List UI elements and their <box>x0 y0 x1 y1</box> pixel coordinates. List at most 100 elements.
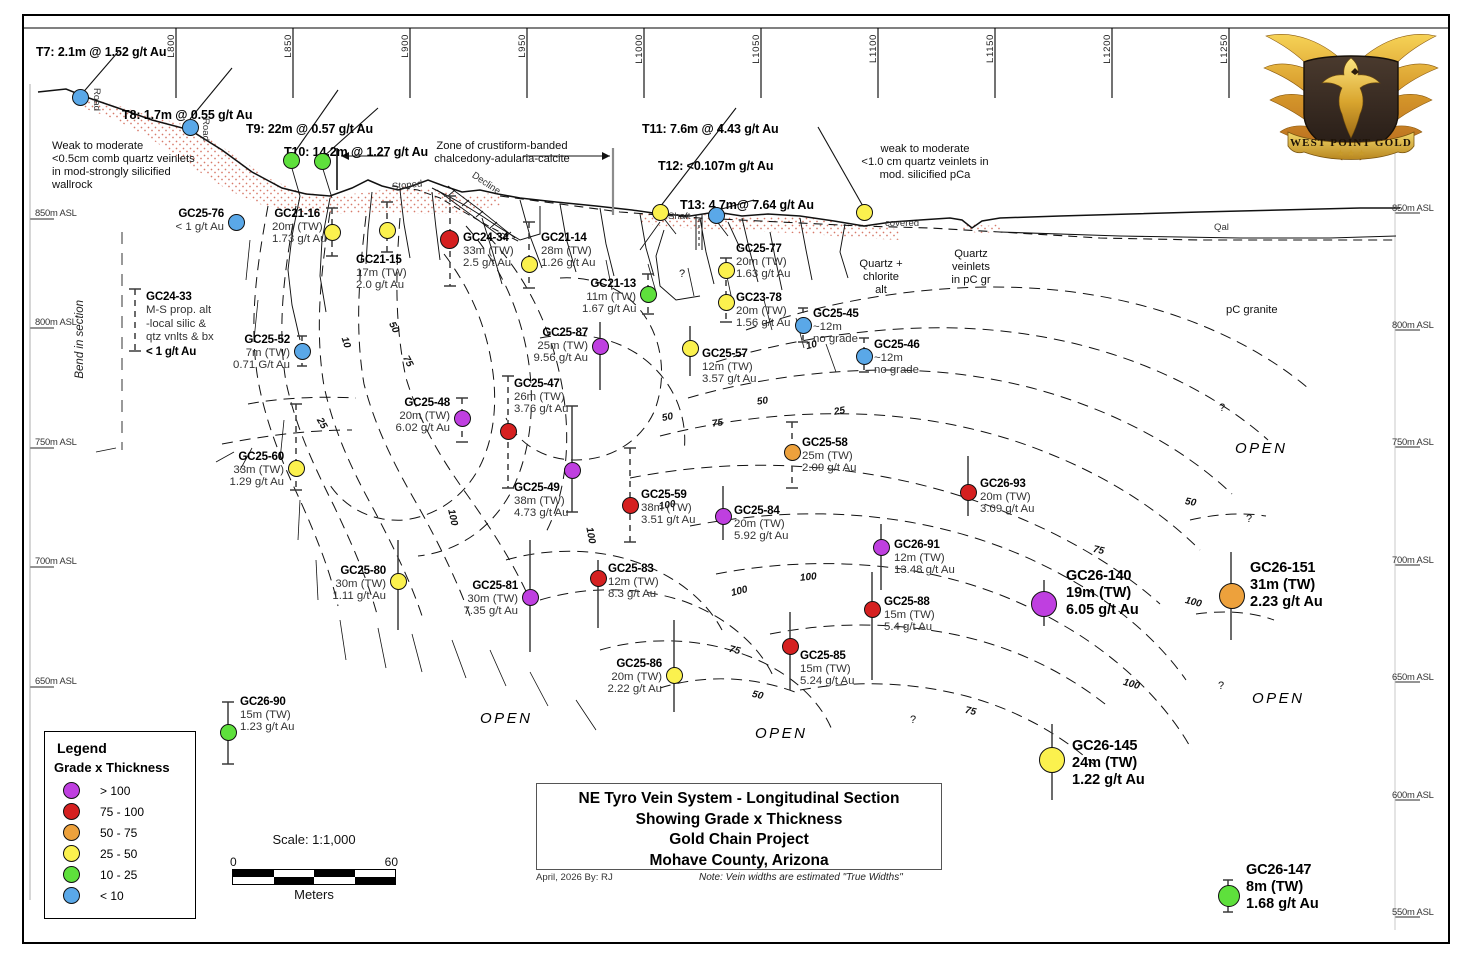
hole-name: GC25-57 <box>702 347 748 360</box>
legend-swatch-10-25 <box>63 866 80 883</box>
hole-label-gc21-15: GC21-15 17m (TW) 2.0 g/t Au <box>356 253 428 292</box>
legend-row-75-100[interactable]: 75 - 100 <box>63 801 195 822</box>
contour-query-2: ? <box>1246 513 1253 525</box>
hole-marker-gc25-84[interactable] <box>715 508 732 525</box>
scale-ratio-label: Scale: 1:1,000 <box>272 832 356 847</box>
annotation-pca-veinlets: weak to moderate <1.0 cm quartz veinlets… <box>861 143 989 181</box>
hole-marker-gc21-16[interactable] <box>324 224 341 241</box>
legend-label-75-100: 75 - 100 <box>100 804 145 819</box>
hole-label-gc26-90: GC26-90 15m (TW) 1.23 g/t Au <box>240 695 318 734</box>
legend-row-50-75[interactable]: 50 - 75 <box>63 822 195 843</box>
hole-marker-gc25-88[interactable] <box>864 601 881 618</box>
hole-marker-gc26-91[interactable] <box>873 539 890 556</box>
hole-marker-gc26-93[interactable] <box>960 484 977 501</box>
hole-marker-gc25-49[interactable] <box>564 462 581 479</box>
contour-label-100d: 100 <box>799 571 818 584</box>
legend-swatch-gt100 <box>63 782 80 799</box>
hole-marker-gc25-87[interactable] <box>592 338 609 355</box>
hole-label-gc26-91: GC26-91 12m (TW) 13.48 g/t Au <box>894 538 978 577</box>
elevation-label-right-850: 850m ASL <box>1392 202 1434 213</box>
hole-marker-gc21-14[interactable] <box>521 256 538 273</box>
elevation-label-right-750: 750m ASL <box>1392 436 1434 447</box>
hole-marker-gc25-57[interactable] <box>682 340 699 357</box>
hole-marker-gc26-147[interactable] <box>1218 885 1240 907</box>
hole-marker-gc23-78[interactable] <box>718 294 735 311</box>
legend-label-25-50: 25 - 50 <box>100 846 138 861</box>
annotation-quartz-veinlets-pcgr: Quartz veinlets in pC gr <box>951 248 991 286</box>
annotation-quartz-chlorite: Quartz + chlorite alt <box>859 258 903 296</box>
legend-row-25-50[interactable]: 25 - 50 <box>63 843 195 864</box>
hole-width: 33m (TW) <box>233 463 284 476</box>
hole-marker-gc25-81[interactable] <box>522 589 539 606</box>
annotation-shaft: Shaft <box>668 211 691 222</box>
hole-marker-gc25-45[interactable] <box>795 317 812 334</box>
hole-label-gc25-86: GC25-86 20m (TW) 2.22 g/t Au <box>588 657 663 696</box>
hole-name: GC24-34 <box>463 231 509 244</box>
hole-marker-gc25-86[interactable] <box>666 667 683 684</box>
hole-marker-gc25-80[interactable] <box>390 573 407 590</box>
hole-grade: 6.02 g/t Au <box>395 422 450 435</box>
hole-marker-gc25-58[interactable] <box>784 444 801 461</box>
hole-grade: 8.3 g/t Au <box>608 588 657 601</box>
hole-label-gc25-60: GC25-60 33m (TW) 1.29 g/t Au <box>216 450 285 489</box>
hole-name: GC25-80 <box>340 564 386 577</box>
legend-row-10-25[interactable]: 10 - 25 <box>63 864 195 885</box>
open-label-center: OPEN <box>755 725 808 742</box>
hole-name: GC25-59 <box>641 488 687 501</box>
hole-marker-gc26-90[interactable] <box>220 724 237 741</box>
hole-name: GC25-46 <box>874 338 920 351</box>
hole-marker-gc21-15[interactable] <box>379 222 396 239</box>
hole-marker-gc21-13[interactable] <box>640 286 657 303</box>
hole-marker-gc25-85[interactable] <box>782 638 799 655</box>
contour-query-3: ? <box>1218 680 1225 692</box>
elevation-label-left-800: 800m ASL <box>35 316 77 327</box>
hole-name: GC26-90 <box>240 695 286 708</box>
hole-width: 24m (TW) <box>1072 755 1138 771</box>
elevation-label-left-650: 650m ASL <box>35 675 77 686</box>
grid-label-l1250: L1250 <box>1219 34 1230 64</box>
hole-width: 15m (TW) <box>240 708 291 721</box>
hole-marker-gc24-34[interactable] <box>440 230 459 249</box>
open-label-right-bottom: OPEN <box>1252 690 1305 707</box>
hole-marker-gc26-140[interactable] <box>1031 591 1057 617</box>
annotation-crustiform-zone: Zone of crustiform-banded chalcedony-adu… <box>434 140 570 165</box>
hole-grade: 2.09 g/t Au <box>802 462 857 475</box>
hole-name: GC25-81 <box>472 579 518 592</box>
hole-marker-gc25-77[interactable] <box>718 262 735 279</box>
title-line-3: Gold Chain Project <box>669 831 809 848</box>
hole-label-gc25-85: GC25-85 15m (TW) 5.24 g/t Au <box>800 649 878 688</box>
hole-marker-gc25-76[interactable] <box>228 214 245 231</box>
elevation-label-left-750: 750m ASL <box>35 436 77 447</box>
hole-marker-gc25-59[interactable] <box>622 497 639 514</box>
hole-marker-gc25-60[interactable] <box>288 460 305 477</box>
hole-grade: 3.09 g/t Au <box>980 503 1035 516</box>
trench-label-t13: T13: 4.7m@ 7.64 g/t Au <box>680 198 814 212</box>
hole-grade: 1.73 g/t Au <box>272 233 327 246</box>
hole-marker-gc25-47[interactable] <box>500 423 517 440</box>
legend-row-gt100[interactable]: > 100 <box>63 780 195 801</box>
hole-name: GC25-84 <box>734 504 780 517</box>
title-line-1: NE Tyro Vein System - Longitudinal Secti… <box>578 790 900 807</box>
hole-marker-gc25-48[interactable] <box>454 410 471 427</box>
hole-name: GC26-140 <box>1066 568 1132 584</box>
hole-name: GC25-49 <box>514 481 560 494</box>
hole-width: 38m (TW) <box>641 501 692 514</box>
hole-label-gc26-93: GC26-93 20m (TW) 3.09 g/t Au <box>980 477 1058 516</box>
contour-label-75e: 75 <box>963 704 978 719</box>
elevation-label-right-550: 550m ASL <box>1392 906 1434 917</box>
hole-width: 12m (TW) <box>702 360 753 373</box>
hole-marker-gc25-52[interactable] <box>294 343 311 360</box>
hole-width: 8m (TW) <box>1246 879 1304 895</box>
hole-marker-gc25-83[interactable] <box>590 570 607 587</box>
hole-grade: 4.73 g/t Au <box>514 507 569 520</box>
legend-row-lt10[interactable]: < 10 <box>63 885 195 906</box>
hole-grade: 5.4 g/t Au <box>884 621 933 634</box>
hole-grade: < 1 g/t Au <box>146 344 197 358</box>
open-label-right-top: OPEN <box>1235 440 1288 457</box>
hole-marker-gc26-151[interactable] <box>1219 583 1245 609</box>
hole-label-gc25-87: GC25-87 25m (TW) 9.56 g/t Au <box>518 326 589 365</box>
hole-marker-gc26-145[interactable] <box>1039 747 1065 773</box>
hole-marker-gc25-46[interactable] <box>856 348 873 365</box>
hole-grade: 3.76 g/t Au <box>514 403 569 416</box>
elevation-label-right-650: 650m ASL <box>1392 671 1434 682</box>
